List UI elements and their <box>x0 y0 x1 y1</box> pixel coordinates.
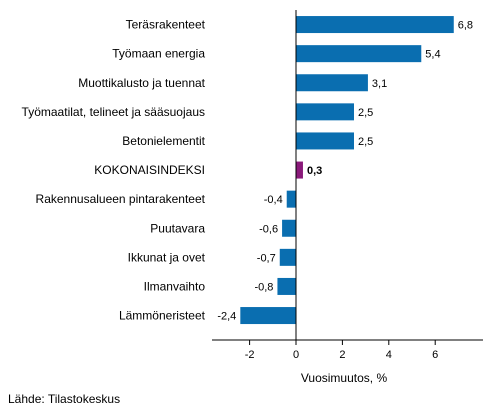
value-label-lammoneristeet: -2,4 <box>217 311 236 323</box>
category-label-puutavara: Puutavara <box>150 221 205 235</box>
value-label-betonielementit: 2,5 <box>358 136 373 148</box>
value-label-puutavara: -0,6 <box>259 223 278 235</box>
category-label-kokonaisindeksi: KOKONAISINDEKSI <box>94 163 205 177</box>
category-label-terasrakenteet: Teräsrakenteet <box>126 18 206 32</box>
category-label-tyomaan-energia: Työmaan energia <box>112 47 205 61</box>
category-label-rakennusalueen-pintarakenteet: Rakennusalueen pintarakenteet <box>36 192 206 206</box>
value-label-terasrakenteet: 6,8 <box>458 20 473 32</box>
bar-kokonaisindeksi <box>296 161 303 179</box>
x-ticks: -2 0 2 4 6 <box>245 340 438 361</box>
x-tick-label: -2 <box>245 349 255 361</box>
bar-betonielementit <box>296 132 354 150</box>
category-labels: Teräsrakenteet Työmaan energia Muottikalus… <box>22 18 206 323</box>
x-tick-label: 4 <box>386 349 392 361</box>
category-label-ikkunat-ja-ovet: Ikkunat ja ovet <box>128 250 206 264</box>
category-label-tyomaatilat-telineet-ja-saasuojaus: Työmaatilat, telineet ja sääsuojaus <box>22 105 205 119</box>
bar-tyomaatilat-telineet-ja-saasuojaus <box>296 103 354 121</box>
x-axis-title: Vuosimuutos, % <box>301 371 388 385</box>
value-label-ilmanvaihto: -0,8 <box>254 281 273 293</box>
category-label-betonielementit: Betonielementit <box>122 134 205 148</box>
bar-muottikalusto-ja-tuennat <box>296 74 368 92</box>
bar-lammoneristeet <box>240 307 296 325</box>
x-tick-label: 2 <box>339 349 345 361</box>
bar-puutavara <box>282 219 296 237</box>
x-tick-label: 0 <box>293 349 299 361</box>
x-tick-label: 6 <box>432 349 438 361</box>
bar-ilmanvaihto <box>277 277 296 295</box>
value-label-tyomaatilat-telineet-ja-saasuojaus: 2,5 <box>358 107 373 119</box>
category-label-ilmanvaihto: Ilmanvaihto <box>144 279 206 293</box>
value-label-ikkunat-ja-ovet: -0,7 <box>257 252 276 264</box>
value-label-rakennusalueen-pintarakenteet: -0,4 <box>264 194 283 206</box>
bar-terasrakenteet <box>296 16 454 34</box>
value-labels: 6,8 5,4 3,1 2,5 2,5 0,3 -0,4 -0,6 -0,7 -0,8 -2,4 <box>217 20 473 323</box>
bars-group <box>240 16 454 325</box>
bar-rakennusalueen-pintarakenteet <box>286 190 296 208</box>
bar-ikkunat-ja-ovet <box>279 248 296 266</box>
value-label-kokonaisindeksi: 0,3 <box>307 165 322 177</box>
category-label-muottikalusto-ja-tuennat: Muottikalusto ja tuennat <box>78 76 205 90</box>
value-label-muottikalusto-ja-tuennat: 3,1 <box>372 78 387 90</box>
source-note: Lähde: Tilastokeskus <box>8 392 121 406</box>
value-label-tyomaan-energia: 5,4 <box>425 49 440 61</box>
bar-tyomaan-energia <box>296 45 422 63</box>
category-label-lammoneristeet: Lämmöneristeet <box>119 309 206 323</box>
